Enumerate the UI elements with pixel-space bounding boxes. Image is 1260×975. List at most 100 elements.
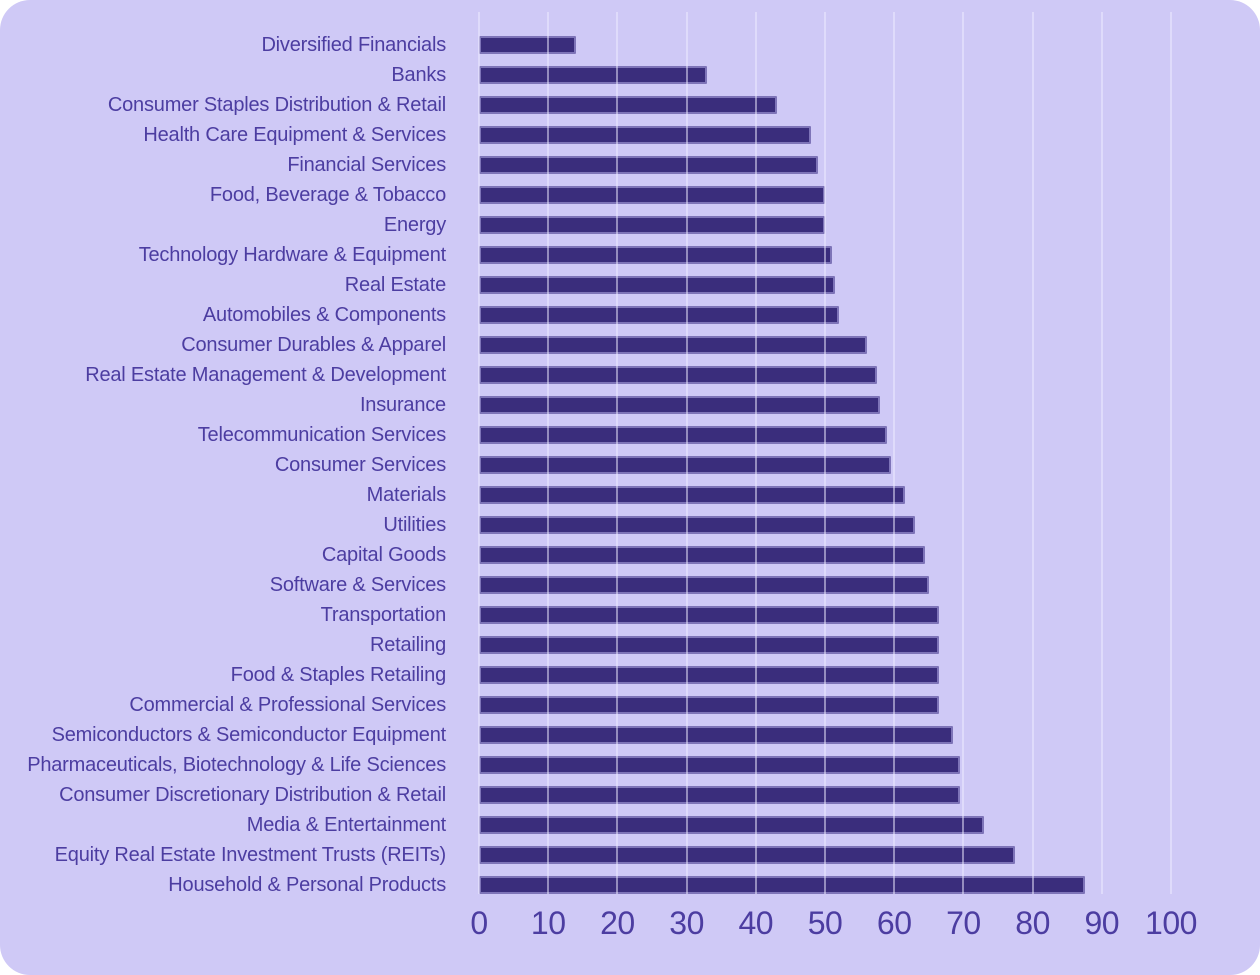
bar: [479, 216, 825, 234]
category-label: Retailing: [369, 633, 446, 656]
bar: [479, 36, 576, 54]
chart-row: Capital Goods: [0, 540, 1260, 570]
bar: [479, 426, 888, 444]
chart-row: Insurance: [0, 390, 1260, 420]
category-label: Insurance: [359, 393, 446, 416]
bar: [479, 186, 825, 204]
x-axis-tick-label: 60: [876, 905, 912, 941]
x-axis-tick-label: 30: [669, 905, 704, 941]
bar: [479, 546, 926, 564]
category-label: Consumer Staples Distribution & Retail: [107, 93, 446, 116]
chart-row: Media & Entertainment: [0, 810, 1260, 840]
chart-row: Diversified Financials: [0, 30, 1260, 60]
category-label: Equity Real Estate Investment Trusts (RE…: [54, 843, 447, 866]
category-label: Capital Goods: [321, 543, 446, 566]
chart-rows: Diversified Financials Banks Consumer Stap…: [0, 30, 1260, 900]
bar: [479, 816, 985, 834]
bar: [479, 516, 915, 534]
category-label: Diversified Financials: [261, 33, 446, 56]
chart-row: Consumer Staples Distribution & Retail: [0, 90, 1260, 120]
x-axis-tick-label: 70: [946, 905, 981, 941]
bar: [479, 606, 940, 624]
bar: [479, 306, 839, 324]
chart-row: Food & Staples Retailing: [0, 660, 1260, 690]
category-label: Utilities: [383, 513, 446, 536]
bar: [479, 666, 940, 684]
category-label: Consumer Durables & Apparel: [181, 333, 446, 356]
category-label: Transportation: [320, 603, 447, 626]
bar: [479, 66, 708, 84]
chart-row: Real Estate: [0, 270, 1260, 300]
chart-row: Household & Personal Products: [0, 870, 1260, 900]
chart-row: Semiconductors & Semiconductor Equipment: [0, 720, 1260, 750]
category-label: Household & Personal Products: [168, 873, 446, 896]
x-axis: 0 10 20 30 40 50 60 70 80 90 100: [470, 898, 1197, 948]
chart-row: Energy: [0, 210, 1260, 240]
bar: [479, 636, 940, 654]
chart-row: Equity Real Estate Investment Trusts (RE…: [0, 840, 1260, 870]
bar: [479, 336, 867, 354]
chart-row: Consumer Services: [0, 450, 1260, 480]
bar: [479, 156, 819, 174]
chart-row: Materials: [0, 480, 1260, 510]
bar: [479, 786, 960, 804]
chart-row: Automobiles & Components: [0, 300, 1260, 330]
chart-row: Food, Beverage & Tobacco: [0, 180, 1260, 210]
chart-row: Health Care Equipment & Services: [0, 120, 1260, 150]
chart-row: Utilities: [0, 510, 1260, 540]
chart-row: Financial Services: [0, 150, 1260, 180]
bar: [479, 456, 891, 474]
category-label: Real Estate Management & Development: [85, 363, 446, 386]
category-label: Automobiles & Components: [202, 303, 446, 326]
x-axis-tick-label: 50: [807, 905, 843, 941]
chart-row: Telecommunication Services: [0, 420, 1260, 450]
category-label: Consumer Services: [274, 453, 446, 476]
x-axis-tick-label: 90: [1084, 905, 1120, 941]
bar: [479, 696, 940, 714]
chart-row: Software & Services: [0, 570, 1260, 600]
chart-row: Transportation: [0, 600, 1260, 630]
chart-row: Commercial & Professional Services: [0, 690, 1260, 720]
bar: [479, 126, 812, 144]
x-axis-tick-label: 0: [470, 905, 488, 941]
chart-row: Banks: [0, 60, 1260, 90]
bar: [479, 276, 836, 294]
x-axis-tick-label: 100: [1145, 905, 1197, 941]
category-label: Commercial & Professional Services: [129, 693, 446, 716]
bar: [479, 486, 905, 504]
x-axis-tick-label: 80: [1015, 905, 1050, 941]
category-label: Telecommunication Services: [197, 423, 446, 446]
chart-row: Real Estate Management & Development: [0, 360, 1260, 390]
chart-row: Consumer Durables & Apparel: [0, 330, 1260, 360]
category-label: Food, Beverage & Tobacco: [209, 183, 446, 206]
chart-row: Technology Hardware & Equipment: [0, 240, 1260, 270]
bar: [479, 246, 832, 264]
bar: [479, 846, 1016, 864]
bar: [479, 366, 877, 384]
category-label: Materials: [366, 483, 447, 506]
chart-row: Pharmaceuticals, Biotechnology & Life Sc…: [0, 750, 1260, 780]
bar: [479, 576, 929, 594]
x-axis-tick-label: 20: [600, 905, 635, 941]
category-label: Food & Staples Retailing: [230, 663, 447, 686]
x-axis-tick-label: 10: [530, 905, 566, 941]
bar: [479, 876, 1085, 894]
chart-row: Retailing: [0, 630, 1260, 660]
category-label: Consumer Discretionary Distribution & Re…: [59, 783, 446, 806]
category-label: Media & Entertainment: [246, 813, 446, 836]
category-label: Financial Services: [287, 153, 446, 176]
chart-row: Consumer Discretionary Distribution & Re…: [0, 780, 1260, 810]
bar: [479, 96, 777, 114]
category-label: Real Estate: [344, 273, 446, 296]
bar: [479, 726, 953, 744]
category-label: Technology Hardware & Equipment: [138, 243, 447, 266]
category-label: Banks: [391, 63, 446, 86]
category-label: Software & Services: [269, 573, 446, 596]
bar: [479, 756, 960, 774]
category-label: Energy: [383, 213, 446, 236]
x-axis-tick-label: 40: [738, 905, 774, 941]
category-label: Pharmaceuticals, Biotechnology & Life Sc…: [27, 753, 446, 776]
category-label: Semiconductors & Semiconductor Equipment: [51, 723, 447, 746]
